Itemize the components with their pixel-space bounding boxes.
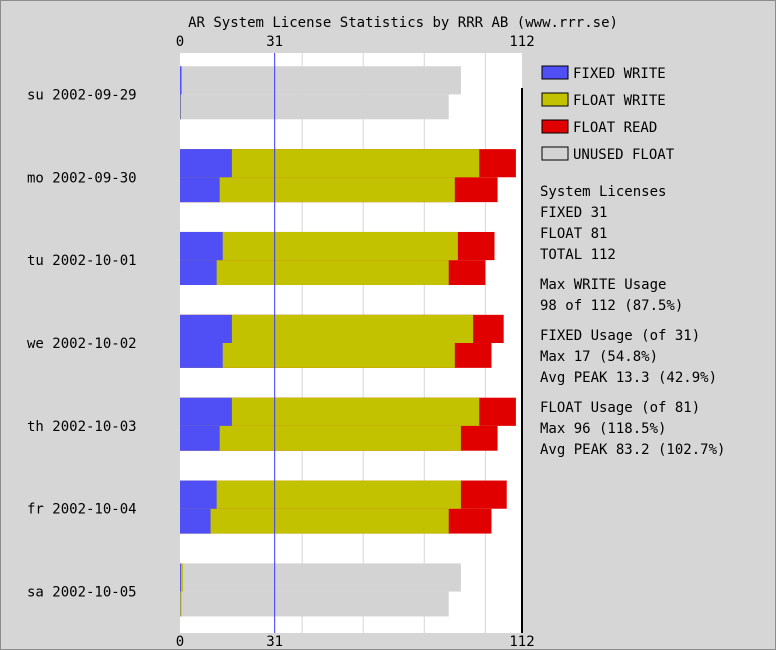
stats-line: FLOAT 81 [540,226,607,242]
day-group-4 [180,397,516,451]
category-label: fr 2002-10-04 [27,502,137,518]
bar-float_write-peak-2 [180,231,458,261]
category-label: sa 2002-10-05 [27,585,137,601]
bar-fixed_write-peak-2 [180,231,223,261]
x-tick-top-label: 112 [509,34,534,50]
stats-line: Avg PEAK 13.3 (42.9%) [540,370,717,386]
bar-fixed_write-peak-3 [180,314,232,343]
x-tick-bottom-label: 112 [509,634,534,650]
day-group-1 [180,149,516,203]
bar-float_write-peak-6 [180,563,184,592]
legend-label: FIXED WRITE [573,66,666,82]
bar-float_write-peak-5 [180,480,461,509]
day-group-2 [180,231,495,285]
bar-float_write-avg-3 [180,343,455,368]
bar-fixed_write-peak-0 [180,66,182,95]
day-group-6 [180,563,461,617]
x-tick-top-label: 31 [266,34,283,50]
legend-label: FLOAT WRITE [573,93,666,109]
bar-float_write-avg-5 [180,508,449,534]
legend-swatch [541,65,569,80]
stats-line: System Licenses [540,184,666,200]
category-label: su 2002-09-29 [27,87,137,103]
day-group-0 [180,66,461,120]
bar-fixed_write-peak-5 [180,480,217,509]
reference-lines [274,53,523,633]
bar-float_write-avg-6 [180,591,182,617]
category-label: we 2002-10-02 [27,336,137,352]
x-ticks-top: 0 31 112 [176,34,535,50]
stats-panel: System Licenses FIXED 31 FLOAT 81 TOTAL 112… [540,184,725,458]
bar-fixed_write-avg-2 [180,260,217,285]
category-label: th 2002-10-03 [27,419,137,435]
category-label: mo 2002-09-30 [27,170,137,186]
stats-line: 98 of 112 (87.5%) [540,298,683,314]
bar-fixed_write-avg-3 [180,343,223,368]
stats-line: FIXED 31 [540,205,607,221]
bar-float_write-avg-1 [180,177,455,203]
day-group-3 [180,314,504,368]
legend-swatch [541,119,569,134]
stats-line: FLOAT Usage (of 81) [540,400,700,416]
y-category-labels: su 2002-09-29 mo 2002-09-30 tu 2002-10-01 w… [27,87,137,600]
bar-unused_float-peak-0 [180,66,461,95]
bar-fixed_write-peak-1 [180,149,232,178]
x-tick-top-label: 0 [176,34,184,50]
stats-line: Max WRITE Usage [540,277,666,293]
bar-unused_float-avg-6 [180,591,449,617]
category-label: tu 2002-10-01 [27,253,137,269]
x-ticks-bottom: 0 31 112 [176,634,535,650]
bar-unused_float-avg-0 [180,94,449,120]
stats-line: TOTAL 112 [540,247,616,263]
bar-fixed_write-avg-5 [180,508,211,534]
stats-line: Avg PEAK 83.2 (102.7%) [540,442,725,458]
legend-swatch [541,92,569,107]
legend: FIXED WRITE FLOAT WRITE FLOAT READ UNUSED F… [541,65,675,163]
bar-fixed_write-avg-0 [180,94,181,120]
bar-fixed_write-avg-4 [180,425,220,451]
day-group-5 [180,480,507,534]
stats-line: FIXED Usage (of 31) [540,328,700,344]
bar-unused_float-peak-6 [180,563,461,592]
x-tick-bottom-label: 31 [266,634,283,650]
legend-label: FLOAT READ [573,120,657,136]
stats-line: Max 96 (118.5%) [540,421,666,437]
bars [180,66,516,617]
x-tick-bottom-label: 0 [176,634,184,650]
bar-fixed_write-avg-1 [180,177,220,203]
bar-fixed_write-peak-4 [180,397,232,426]
legend-swatch [541,146,569,161]
chart-title: AR System License Statistics by RRR AB (… [188,15,618,31]
bar-fixed_write-peak-6 [180,563,181,592]
stats-line: Max 17 (54.8%) [540,349,658,365]
bar-float_write-avg-4 [180,425,461,451]
bar-float_write-avg-2 [180,260,449,285]
legend-label: UNUSED FLOAT [573,147,675,163]
